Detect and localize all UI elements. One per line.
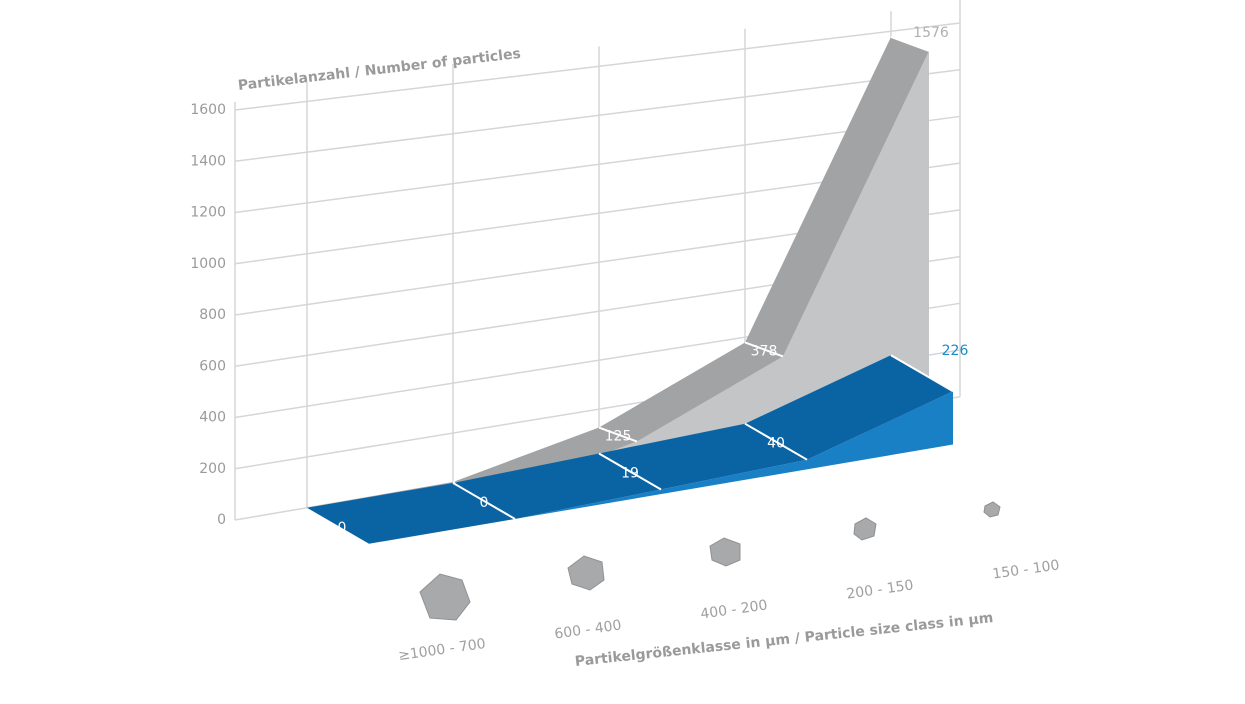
y-axis-title: Partikelanzahl / Number of particles (237, 46, 522, 94)
grid-line (234, 68, 961, 162)
plot: 0200400600800100012001400160004125378157… (190, 0, 1060, 664)
ribbon-divider (598, 452, 662, 491)
ribbon-top (307, 36, 929, 522)
rock (853, 517, 877, 541)
ribbon-divider (890, 35, 930, 52)
y-tick-label: 1600 (190, 102, 226, 118)
y-tick-label: 0 (217, 512, 226, 528)
y-tick-label: 800 (199, 307, 226, 323)
y-tick-label: 200 (199, 461, 226, 477)
x-tick-label: 600 - 400 (554, 617, 623, 642)
rock (709, 537, 741, 567)
ribbon-divider (598, 426, 638, 443)
y-tick-label: 400 (199, 410, 226, 426)
y-tick-label: 1000 (190, 256, 226, 272)
ribbon-divider (744, 341, 784, 358)
rocks (419, 501, 1001, 621)
ribbon-divider (452, 482, 516, 520)
x-tick-label: 200 - 150 (846, 577, 915, 602)
x-tick-label: 400 - 200 (700, 597, 769, 622)
value-label: 19 (621, 465, 639, 481)
value-label: 0 (480, 495, 489, 511)
value-label: 1576 (913, 25, 949, 41)
value-label: 0 (338, 520, 347, 536)
value-label: 40 (767, 436, 785, 452)
rock (419, 573, 471, 621)
grid-line (234, 115, 961, 214)
rock (983, 501, 1001, 518)
ribbon-top (307, 355, 953, 544)
ribbon-divider (890, 354, 954, 393)
grid-line (234, 22, 961, 111)
y-tick-label: 1200 (190, 205, 226, 221)
value-label: 125 (605, 429, 632, 445)
x-tick-label: 150 - 100 (992, 557, 1061, 582)
ribbon-front (345, 50, 929, 522)
y-tick-label: 1400 (190, 153, 226, 169)
ribbon-divider (744, 422, 808, 461)
value-label: 378 (751, 343, 778, 359)
x-tick-label: ≥1000 - 700 (397, 636, 486, 664)
y-tick-label: 600 (199, 358, 226, 374)
value-label: 226 (942, 343, 969, 359)
x-axis-title: Partikelgrößenklasse in µm / Particle si… (574, 610, 994, 670)
rock (567, 555, 605, 591)
